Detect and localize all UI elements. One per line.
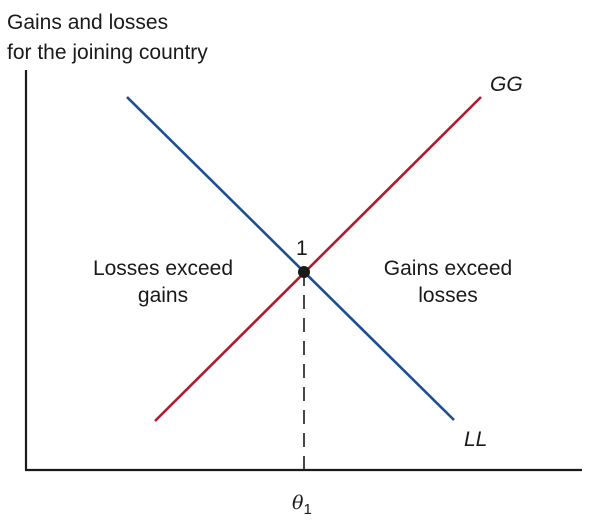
gg-curve-label: GG (490, 72, 523, 98)
intersection-label: 1 (296, 236, 308, 262)
theta-tick-label: θ1 (292, 490, 312, 523)
left-region-line2: gains (73, 283, 253, 309)
theta-symbol: θ (292, 492, 303, 514)
right-region-line2: losses (358, 283, 538, 309)
right-region-line1: Gains exceed (358, 256, 538, 282)
theta-subscript: 1 (303, 501, 311, 518)
left-region-line1: Losses exceed (73, 256, 253, 282)
y-axis-title-line2: for the joining country (7, 40, 208, 66)
y-axis-title-line1: Gains and losses (7, 10, 168, 36)
ll-curve-label: LL (464, 427, 487, 453)
intersection-point (298, 266, 310, 278)
